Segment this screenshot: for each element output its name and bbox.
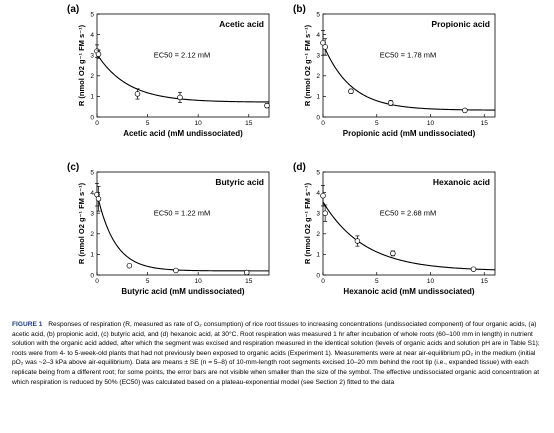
panel-3-data-point bbox=[173, 267, 179, 274]
panel-4-x-tick-label: 5 bbox=[375, 278, 379, 285]
panel-3-x-tick-label: 15 bbox=[245, 278, 253, 285]
panel-3-panel-letter: (c) bbox=[67, 162, 79, 173]
panel-2-x-tick-label: 10 bbox=[427, 120, 435, 127]
panel-1-plot-frame bbox=[96, 13, 270, 118]
panel-3-y-axis-label: R (nmol O2 g⁻¹ FM s⁻¹) bbox=[77, 182, 86, 264]
panel-2-x-tick-label: 0 bbox=[321, 120, 325, 127]
panel-3-x-tick-label: 5 bbox=[146, 278, 150, 285]
panel-1-x-tick-label: 0 bbox=[95, 120, 99, 127]
panel-3-data-point bbox=[243, 269, 250, 276]
panel-3-plot-frame bbox=[96, 171, 270, 276]
panel-3-fit-curve bbox=[96, 193, 270, 272]
panel-1-x-axis-label: Acetic acid (mM undissociated) bbox=[123, 129, 243, 138]
panel-2-x-axis-label: Propionic acid (mM undissociated) bbox=[343, 129, 476, 138]
panel-2-panel-letter: (b) bbox=[293, 4, 306, 15]
panel-1-panel-title: Acetic acid bbox=[219, 19, 264, 29]
panel-1-ec50-label: EC50 = 2.12 mM bbox=[154, 50, 210, 59]
panel-4-y-tick-label: 2 bbox=[316, 231, 320, 238]
panel-3-y-tick-label: 1 bbox=[90, 252, 94, 259]
panel-4-data-point bbox=[390, 250, 396, 257]
panel-2-y-tick-label: 3 bbox=[316, 53, 320, 60]
panel-1-panel-letter: (a) bbox=[67, 4, 79, 15]
panel-4-ec50-label: EC50 = 2.68 mM bbox=[380, 208, 436, 217]
chart-panel-4: (d) Hexanoic acid 0 1 2 3 4 5 0 5 10 15 Hexanoic aci… bbox=[293, 162, 496, 296]
panel-2-panel-title: Propionic acid bbox=[431, 19, 490, 29]
panel-4-panel-letter: (d) bbox=[293, 162, 306, 173]
panel-4-panel-title: Hexanoic acid bbox=[433, 177, 490, 187]
panel-3-y-tick-label: 2 bbox=[90, 231, 94, 238]
panel-1-data-point bbox=[134, 91, 141, 97]
panel-2-x-tick-label: 5 bbox=[375, 120, 379, 127]
panel-3-ec50-label: EC50 = 1.22 mM bbox=[154, 208, 210, 217]
panel-1-y-axis-label: R (nmol O2 g⁻¹ FM s⁻¹) bbox=[77, 24, 86, 106]
panel-4-x-axis-label: Hexanoic acid (mM undissociated) bbox=[343, 287, 474, 296]
panel-2-data-point bbox=[322, 44, 328, 50]
panel-4-x-tick-label: 0 bbox=[321, 278, 325, 285]
figure-caption: FIGURE 1 Responses of respiration (R, me… bbox=[12, 320, 542, 387]
panel-1-y-tick-label: 2 bbox=[90, 73, 94, 80]
panel-4-data-point bbox=[354, 238, 361, 244]
caption-text: Responses of respiration (R, measured as… bbox=[12, 321, 540, 386]
panel-2-y-tick-label: 5 bbox=[316, 11, 320, 18]
panel-1-fit-curve bbox=[96, 53, 270, 103]
panel-3-panel-title: Butyric acid bbox=[215, 177, 264, 187]
panel-2-y-axis-label: R (nmol O2 g⁻¹ FM s⁻¹) bbox=[303, 24, 312, 106]
panel-1-y-tick-label: 5 bbox=[90, 11, 94, 18]
chart-panel-2: (b) Propionic acid 0 1 2 3 4 5 0 5 10 15 Propionic a… bbox=[293, 4, 496, 138]
panel-3-y-tick-label: 5 bbox=[90, 169, 94, 176]
panel-3-y-tick-label: 0 bbox=[90, 272, 94, 279]
panel-2-ec50-label: EC50 = 1.78 mM bbox=[380, 50, 436, 59]
panel-4-y-tick-label: 5 bbox=[316, 169, 320, 176]
panel-3-x-axis-label: Butyric acid (mM undissociated) bbox=[121, 287, 244, 296]
panel-4-plot-frame bbox=[322, 171, 496, 276]
panel-4-y-tick-label: 1 bbox=[316, 252, 320, 259]
panel-2-data-point bbox=[348, 88, 354, 94]
panel-4-fit-curve bbox=[322, 201, 496, 271]
panel-4-x-tick-label: 10 bbox=[427, 278, 435, 285]
panel-1-data-point bbox=[95, 51, 102, 57]
panel-2-x-tick-label: 15 bbox=[481, 120, 489, 127]
figure-label: FIGURE 1 bbox=[12, 321, 43, 328]
panel-4-data-point bbox=[320, 192, 326, 199]
panel-1-data-point bbox=[177, 94, 183, 101]
panel-1-y-tick-label: 4 bbox=[90, 32, 94, 39]
panel-3-x-tick-label: 10 bbox=[195, 278, 203, 285]
panel-3-x-tick-label: 0 bbox=[95, 278, 99, 285]
panel-4-y-tick-label: 3 bbox=[316, 211, 320, 218]
panel-1-y-tick-label: 1 bbox=[90, 94, 94, 101]
panel-3-data-point bbox=[95, 196, 102, 202]
panel-1-data-point bbox=[264, 102, 270, 109]
panel-2-y-tick-label: 1 bbox=[316, 94, 320, 101]
panel-1-y-tick-label: 3 bbox=[90, 53, 94, 60]
panel-2-plot-frame bbox=[322, 13, 496, 118]
panel-3-y-tick-label: 3 bbox=[90, 211, 94, 218]
panel-1-x-tick-label: 15 bbox=[245, 120, 253, 127]
panel-2-data-point bbox=[462, 107, 468, 114]
panel-4-data-point bbox=[470, 266, 477, 272]
panel-4-y-tick-label: 4 bbox=[316, 190, 320, 197]
panel-1-x-tick-label: 10 bbox=[195, 120, 203, 127]
panel-2-y-tick-label: 0 bbox=[316, 114, 320, 121]
panel-4-y-tick-label: 0 bbox=[316, 272, 320, 279]
panel-2-data-point bbox=[387, 100, 394, 106]
panel-2-y-tick-label: 2 bbox=[316, 73, 320, 80]
panel-1-x-tick-label: 5 bbox=[146, 120, 150, 127]
panel-3-y-tick-label: 4 bbox=[90, 190, 94, 197]
panel-4-y-axis-label: R (nmol O2 g⁻¹ FM s⁻¹) bbox=[303, 182, 312, 264]
panel-1-y-tick-label: 0 bbox=[90, 114, 94, 121]
panel-3-data-point bbox=[126, 262, 133, 269]
panel-4-x-tick-label: 15 bbox=[481, 278, 489, 285]
panel-4-data-point bbox=[322, 210, 328, 216]
panel-2-y-tick-label: 4 bbox=[316, 32, 320, 39]
